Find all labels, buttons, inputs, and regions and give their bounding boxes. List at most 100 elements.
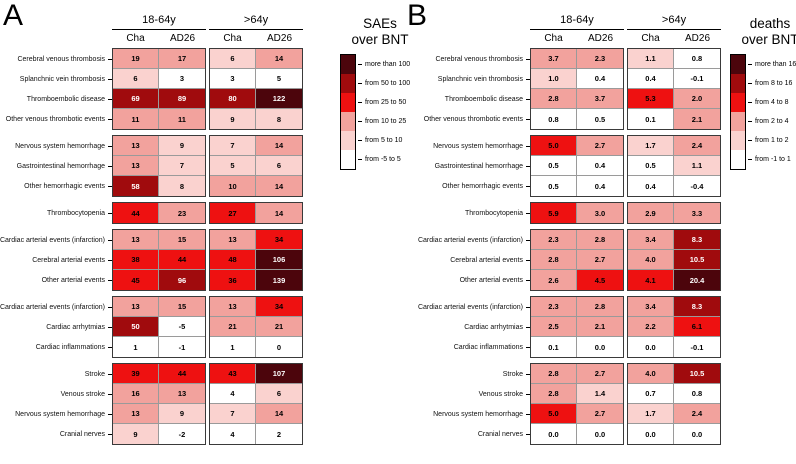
legend-bin-label: from 50 to 100	[356, 74, 410, 93]
heatmap-cell: 1.7	[628, 404, 674, 423]
heatmap-cell: 36	[210, 270, 256, 290]
heatmap-row: 36 139	[210, 270, 302, 290]
heatmap-grid: 43 107 4 6 7 14 4 2	[209, 363, 303, 445]
row-label: Thromboembolic disease	[418, 89, 530, 109]
row-label: Splanchnic vein thrombosis	[0, 69, 112, 89]
heatmap-row: 4.1 20.4	[628, 270, 720, 290]
heatmap-cell: 19	[113, 49, 159, 68]
heatmap-cell: 4.0	[628, 364, 674, 383]
legend-swatch	[341, 131, 355, 150]
heatmap-row: 13 15	[113, 230, 205, 250]
heatmap-cell: 89	[159, 89, 205, 108]
heatmap-cell: 6.1	[674, 317, 720, 336]
row-label-column: Cardiac arterial events (infarction) Cere…	[0, 229, 112, 291]
legend-bin-label: from 4 to 8	[746, 93, 796, 112]
heatmap-cell: 2.4	[674, 404, 720, 423]
heatmap-cell: 0.4	[628, 69, 674, 88]
heatmap-cell: 1.4	[577, 384, 623, 403]
heatmap-cell: 3.0	[577, 203, 623, 223]
heatmap-cell: 10.5	[674, 250, 720, 269]
heatmap-row: 38 44	[113, 250, 205, 270]
heatmap-cell: 38	[113, 250, 159, 269]
row-label: Venous stroke	[418, 384, 530, 404]
heatmap-row: 1.1 0.8	[628, 49, 720, 69]
heatmap-body: Cerebral venous thrombosis Splanchnic vei…	[0, 48, 303, 445]
heatmap-grid: 2.8 2.7 2.8 1.4 5.0 2.7 0.0 0.0	[530, 363, 624, 445]
heatmap-cell: 2.8	[577, 230, 623, 249]
row-label-column: Cerebral venous thrombosis Splanchnic vei…	[418, 48, 530, 130]
row-label: Cardiac arrhytmias	[0, 317, 112, 337]
heatmap-row: 0.7 0.8	[628, 384, 720, 404]
heatmap-row: 16 13	[113, 384, 205, 404]
heatmap-grid: 4.0 10.5 0.7 0.8 1.7 2.4 0.0 0.0	[627, 363, 721, 445]
heatmap-grid: 19 17 6 3 69 89 11 11	[112, 48, 206, 130]
heatmap-cell: 5.0	[531, 136, 577, 155]
heatmap-row: 11 11	[113, 109, 205, 129]
heatmap-row: 4.0 10.5	[628, 364, 720, 384]
heatmap-row: 2.8 1.4	[531, 384, 623, 404]
legend-bin-label: from 8 to 16	[746, 74, 796, 93]
heatmap-cell: 1.7	[628, 136, 674, 155]
heatmap-cell: 9	[113, 424, 159, 444]
heatmap-grid: 13 15 38 44 45 96	[112, 229, 206, 291]
heatmap-row: 13 34	[210, 230, 302, 250]
row-label: Stroke	[418, 364, 530, 384]
legend: deaths over BNT more than 16 from 8 to 16…	[730, 16, 796, 170]
heatmap-cell: 3.7	[577, 89, 623, 108]
heatmap-cell: 13	[113, 156, 159, 175]
heatmap-cell: 13	[113, 136, 159, 155]
row-label: Gastrointestinal hemorrhage	[0, 156, 112, 176]
heatmap-cell: 69	[113, 89, 159, 108]
heatmap-grid: 3.4 8.3 4.0 10.5 4.1 20.4	[627, 229, 721, 291]
heatmap-cell: 4	[210, 424, 256, 444]
heatmap-row: 44 23	[113, 203, 205, 223]
row-label: Cardiac arterial events (infarction)	[0, 230, 112, 250]
heatmap-cell: 15	[159, 230, 205, 249]
heatmap-cell: -2	[159, 424, 205, 444]
heatmap-cell: 1	[113, 337, 159, 357]
age-group-header: 18-64y	[112, 14, 206, 30]
heatmap-cell: 0.4	[628, 176, 674, 196]
heatmap-row: 2.2 6.1	[628, 317, 720, 337]
heatmap-cell: 10	[210, 176, 256, 196]
row-group: Nervous system hemorrhage Gastrointestina…	[0, 135, 303, 197]
row-label: Gastrointestinal hemorrhage	[418, 156, 530, 176]
heatmap-grid: 13 34 21 21 1 0	[209, 296, 303, 358]
heatmap-cell: 13	[113, 297, 159, 316]
heatmap-row: 1.7 2.4	[628, 136, 720, 156]
heatmap-cell: 2.7	[577, 250, 623, 269]
row-label-column: Nervous system hemorrhage Gastrointestina…	[418, 135, 530, 197]
heatmap-cell: 0.7	[628, 384, 674, 403]
heatmap-cell: 13	[113, 404, 159, 423]
heatmap-row: 6 14	[210, 49, 302, 69]
heatmap-cell: 6	[210, 49, 256, 68]
heatmap-cell: 9	[159, 404, 205, 423]
row-group: Thrombocytopenia 44 23 27 14	[0, 202, 303, 224]
heatmap-row: 5.9 3.0	[531, 203, 623, 223]
heatmap-cell: 0.5	[628, 156, 674, 175]
heatmap-row: 1 -1	[113, 337, 205, 357]
row-label: Cardiac arrhytmias	[418, 317, 530, 337]
row-label: Cardiac arterial events (infarction)	[418, 230, 530, 250]
panel-b: B 18-64y >64y Cha AD26 Cha AD26 Cerebral ven…	[404, 0, 796, 464]
heatmap-cell: 107	[256, 364, 302, 383]
heatmap-cell: 17	[159, 49, 205, 68]
heatmap-cell: 0.0	[531, 424, 577, 444]
heatmap-cell: 9	[210, 109, 256, 129]
heatmap-cell: 5.0	[531, 404, 577, 423]
heatmap-cell: 48	[210, 250, 256, 269]
column-header: AD26	[684, 33, 710, 44]
heatmap-row: 2.3 2.8	[531, 297, 623, 317]
heatmap-cell: 2.8	[531, 384, 577, 403]
heatmap-grid: 7 14 5 6 10 14	[209, 135, 303, 197]
heatmap-cell: 2.7	[577, 404, 623, 423]
row-label: Other venous thrombotic events	[418, 109, 530, 129]
heatmap-cell: 2.6	[531, 270, 577, 290]
row-label: Nervous system hemorrhage	[0, 136, 112, 156]
heatmap-grid: 13 15 50 -5 1 -1	[112, 296, 206, 358]
row-group: Cardiac arterial events (infarction) Card…	[418, 296, 721, 358]
heatmap-cell: 3	[210, 69, 256, 88]
legend-swatch	[341, 55, 355, 74]
